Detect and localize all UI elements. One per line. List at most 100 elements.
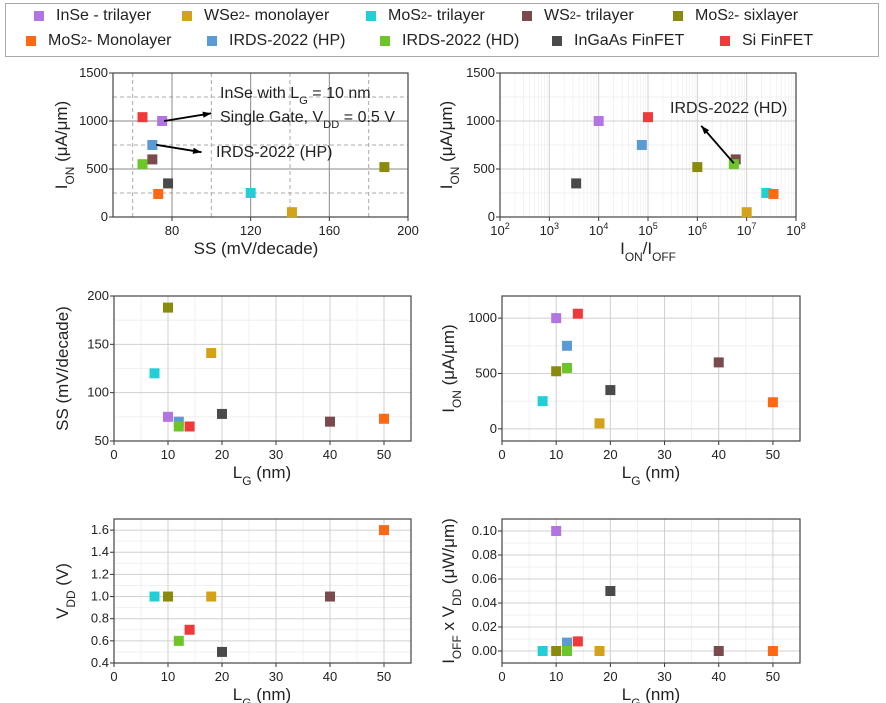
legend-label: 2: [569, 10, 576, 22]
legend-label: InSe - trilayer: [56, 7, 152, 24]
legend-item: IRDS-2022 (HP): [207, 32, 345, 50]
legend-label: MoS: [48, 32, 81, 49]
plot-5: 0 10 20 30 40 50 0.4 0.6 0.8 1.0 1.2 1.4 1.6 LG (nm) V…: [53, 518, 412, 703]
data-point: [643, 112, 653, 123]
data-point: [768, 188, 779, 199]
data-point: [157, 116, 168, 126]
arrowhead-icon: [202, 111, 212, 118]
data-point: [692, 162, 703, 173]
data-point: [206, 591, 217, 602]
label-part: V: [53, 607, 72, 619]
data-point: [605, 586, 616, 596]
plot-1: 80 120 160 200 0 500 1000 1500 SS (mV/decade) ION…: [52, 65, 419, 258]
y-tick-label: 1500: [79, 65, 108, 80]
legend-label: 2: [238, 10, 245, 22]
x-tick-label: 120: [240, 223, 262, 238]
data-point: [767, 397, 778, 408]
data-point: [551, 366, 562, 377]
label-part: = 10 nm: [308, 85, 371, 102]
y-tick-label: 500: [86, 161, 108, 176]
data-point: [572, 636, 583, 647]
data-point: [571, 178, 582, 189]
label-part: IRDS-2022 (HP): [216, 144, 332, 161]
y-tick-label: 0.08: [472, 547, 497, 562]
label-part: SS (mV/decade): [194, 239, 319, 258]
annotation-text: InSe with LG = 10 nm: [220, 85, 371, 107]
data-point: [163, 591, 173, 602]
x-tick-label: 40: [711, 669, 725, 684]
plot-frame: [501, 518, 801, 664]
label-part: ON: [63, 167, 77, 185]
x-tick-label: 0: [498, 669, 505, 684]
legend-item: WS 2 - trilayer: [522, 7, 634, 25]
data-point: [137, 112, 148, 123]
data-point: [728, 159, 739, 170]
x-axis-label: SS (mV/decade): [194, 239, 319, 258]
x-tick-label: 108: [786, 221, 805, 238]
y-tick-label: 200: [87, 288, 109, 303]
legend-label: MoS: [695, 7, 728, 24]
label-part: (nm): [641, 463, 681, 482]
legend-item: IRDS-2022 (HD): [380, 32, 519, 50]
label-part: (μA/μm): [439, 324, 458, 390]
x-tick-label: 102: [490, 221, 509, 238]
label-part: Single Gate, V: [220, 109, 324, 126]
x-tick-label: 80: [165, 223, 179, 238]
plot-frame: [499, 72, 797, 218]
label-part: (V): [53, 563, 72, 590]
x-tick-label: 0: [498, 447, 505, 462]
x-tick-label: 30: [269, 447, 283, 462]
x-tick-label: 20: [215, 447, 229, 462]
data-point: [594, 646, 605, 656]
x-tick-label: 104: [589, 221, 608, 238]
legend-label: - trilayer: [575, 7, 634, 24]
legend-label: InGaAs FinFET: [574, 32, 685, 49]
data-point: [184, 624, 195, 635]
label-part: G: [242, 696, 251, 703]
x-tick-label: 20: [603, 669, 617, 684]
y-axis-label: SS (mV/decade): [53, 306, 72, 431]
x-axis-label: LG (nm): [233, 463, 291, 488]
annotation-text: IRDS-2022 (HP): [216, 144, 332, 161]
x-tick-label: 50: [377, 669, 391, 684]
y-tick-label: 1.2: [91, 566, 109, 581]
x-tick-label: 50: [377, 447, 391, 462]
plot-6: 0 10 20 30 40 50 0.00 0.02 0.04 0.06 0.08 0.10 LG (n…: [439, 518, 801, 703]
legend-label: MoS: [388, 7, 421, 24]
y-tick-label: 1.4: [91, 544, 109, 559]
legend-label: IRDS-2022 (HP): [229, 32, 346, 49]
data-point: [636, 140, 647, 150]
data-point: [572, 308, 583, 319]
legend-swatch-icon: [720, 36, 730, 46]
x-tick-label: 30: [657, 447, 671, 462]
data-point: [153, 188, 164, 199]
label-part: IRDS-2022 (HD): [670, 100, 787, 117]
x-tick-label: 103: [540, 221, 559, 238]
data-point: [713, 646, 724, 656]
y-axis-label: ION (μA/μm): [52, 101, 77, 189]
legend-label: - trilayer: [427, 7, 485, 24]
legend-item: Si FinFET: [720, 32, 813, 50]
legend-swatch-icon: [552, 36, 562, 46]
legend-swatch-icon: [34, 11, 44, 21]
label-part: I: [439, 408, 458, 413]
y-tick-label: 1000: [468, 310, 497, 325]
label-part: I: [620, 239, 625, 258]
data-point: [379, 525, 389, 536]
y-tick-label: 1000: [466, 113, 495, 128]
data-point: [551, 313, 562, 324]
y-tick-label: 0.02: [472, 619, 497, 634]
label-part: DD: [450, 588, 464, 606]
y-tick-label: 1000: [79, 113, 108, 128]
data-point: [325, 591, 335, 602]
label-part: L: [233, 463, 242, 482]
x-tick-label: 50: [766, 669, 780, 684]
label-part: G: [242, 474, 251, 488]
label-part: OFF: [450, 635, 464, 659]
x-axis-label: LG (nm): [233, 685, 291, 703]
legend-swatch-icon: [366, 11, 376, 21]
label-part: (nm): [252, 685, 292, 703]
data-point: [741, 207, 752, 218]
label-part: ON: [448, 167, 462, 185]
data-point: [149, 368, 160, 379]
